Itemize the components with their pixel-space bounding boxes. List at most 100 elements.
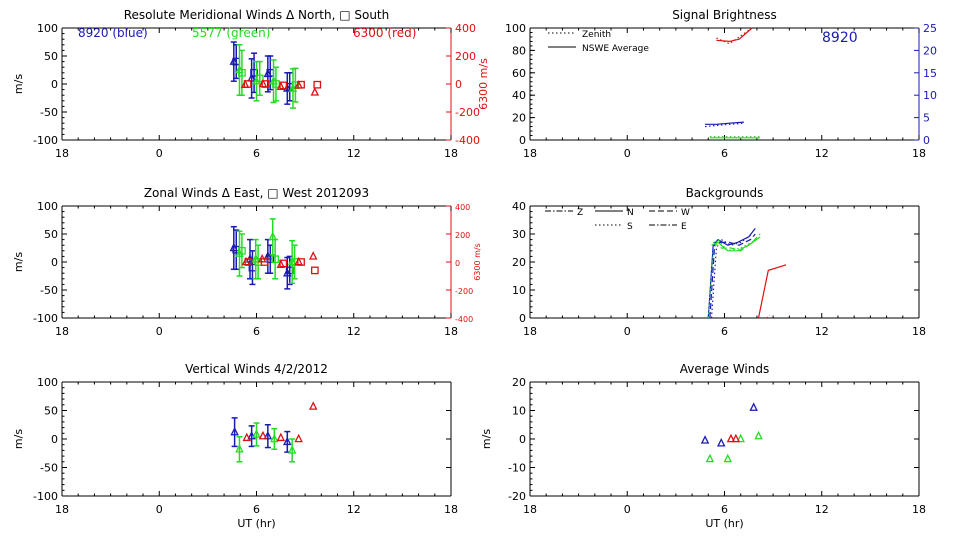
x-tick-label: 0 xyxy=(624,503,631,516)
data-point-red xyxy=(308,401,318,410)
y-tick-label: 100 xyxy=(505,22,526,35)
series-line-blue xyxy=(707,228,756,319)
x-tick-label: 6 xyxy=(721,503,728,516)
data-point-red xyxy=(276,432,286,442)
y2-axis-label: 6300 m/s xyxy=(477,58,490,110)
panel-zonal: Zonal Winds Δ East, □ West 2012093 18 0 6 12… xyxy=(12,186,482,338)
y2-tick-label: 15 xyxy=(923,67,937,80)
x-tick-label: 18 xyxy=(55,503,69,516)
y-tick-label: 100 xyxy=(37,200,58,213)
series-line-blue xyxy=(710,233,753,319)
x-axis-label: UT (hr) xyxy=(237,517,275,530)
chart-title: Vertical Winds 4/2/2012 xyxy=(185,362,328,376)
data-point-blue xyxy=(700,435,710,444)
data-point-red xyxy=(731,433,741,443)
x-tick-label: 6 xyxy=(253,325,260,338)
data-point-green xyxy=(252,429,261,438)
data-point-red xyxy=(297,258,305,266)
y-tick-label: 50 xyxy=(44,228,58,241)
legend-label: Z xyxy=(577,208,583,218)
y-tick-label: -100 xyxy=(33,490,58,503)
panel-meridional: Resolute Meridional Winds Δ North, □ Sou… xyxy=(12,8,490,160)
data-point-green xyxy=(235,248,244,257)
y-axis-label: m/s xyxy=(480,429,493,449)
chart-title: Signal Brightness xyxy=(672,8,777,22)
data-point-red xyxy=(260,258,269,266)
y-tick-label: 50 xyxy=(44,50,58,63)
x-tick-label: 18 xyxy=(523,325,537,338)
data-point-green xyxy=(238,68,246,77)
data-point-green xyxy=(238,246,246,255)
data-point-red xyxy=(243,80,252,88)
data-point-red xyxy=(726,433,736,443)
y-tick-label: 10 xyxy=(512,405,526,418)
data-point-blue xyxy=(229,242,239,252)
data-point-green xyxy=(705,453,715,463)
y-axis-label: m/s xyxy=(12,74,25,94)
x-tick-label: 18 xyxy=(444,503,458,516)
chart-title: Resolute Meridional Winds Δ North, □ Sou… xyxy=(124,8,390,22)
data-point-blue xyxy=(717,438,726,447)
series-line-green xyxy=(712,233,761,252)
data-point-green xyxy=(754,430,763,440)
data-point-red xyxy=(294,433,303,443)
y2-tick-label: 200 xyxy=(455,231,470,240)
y-tick-label: 10 xyxy=(512,284,526,297)
y2-tick-label: 10 xyxy=(923,89,937,102)
legend-label: Zenith xyxy=(582,30,611,40)
x-tick-label: 18 xyxy=(55,147,69,160)
y-tick-label: 100 xyxy=(37,22,58,35)
legend-label: S xyxy=(627,222,633,232)
y2-tick-label: 200 xyxy=(455,50,476,63)
y-tick-label: 20 xyxy=(512,112,526,125)
x-tick-label: 18 xyxy=(444,325,458,338)
x-tick-label: 0 xyxy=(156,147,163,160)
data-point-blue xyxy=(285,266,294,275)
x-tick-label: 0 xyxy=(156,503,163,516)
y2-tick-label: 400 xyxy=(455,203,470,212)
data-point-red xyxy=(258,430,268,440)
y-tick-label: 40 xyxy=(512,200,526,213)
y2-tick-label: 0 xyxy=(923,134,930,147)
x-tick-label: 18 xyxy=(523,147,537,160)
data-point-blue xyxy=(749,402,758,411)
x-tick-label: 18 xyxy=(912,147,926,160)
chart-title: Average Winds xyxy=(680,362,770,376)
y-tick-label: -50 xyxy=(40,106,58,119)
y-tick-label: 80 xyxy=(512,44,526,57)
data-point-blue xyxy=(263,430,273,440)
chart-title: Backgrounds xyxy=(686,186,764,200)
x-tick-label: 12 xyxy=(347,325,361,338)
y-tick-label: -100 xyxy=(33,134,58,147)
data-point-red xyxy=(310,266,319,275)
x-tick-label: 18 xyxy=(444,147,458,160)
data-point-green xyxy=(235,444,244,453)
y-tick-label: 30 xyxy=(512,228,526,241)
x-tick-label: 12 xyxy=(815,503,829,516)
y-tick-label: 0 xyxy=(51,256,58,269)
x-tick-label: 6 xyxy=(253,147,260,160)
y-tick-label: -10 xyxy=(508,462,526,475)
annotation-label: 5577 (green) xyxy=(192,26,270,40)
y-tick-label: 0 xyxy=(51,78,58,91)
x-tick-label: 0 xyxy=(624,325,631,338)
data-point-red xyxy=(310,87,320,96)
data-point-blue xyxy=(230,426,239,436)
data-point-blue xyxy=(283,83,292,92)
annotation-label: 8920 (blue) xyxy=(78,26,148,40)
y2-tick-label: 25 xyxy=(923,22,937,35)
y-tick-label: -50 xyxy=(40,284,58,297)
legend-label: N xyxy=(627,208,634,218)
data-point-red xyxy=(242,432,252,442)
y-tick-label: 20 xyxy=(512,376,526,389)
data-point-red xyxy=(244,258,253,266)
legend-label: W xyxy=(681,208,690,218)
data-point-red xyxy=(308,251,318,260)
legend-label: NSWE Average xyxy=(582,44,649,54)
x-tick-label: 12 xyxy=(815,325,829,338)
series-line-red xyxy=(766,314,771,319)
y-tick-label: 50 xyxy=(44,405,58,418)
series-line-red xyxy=(716,27,753,45)
y2-tick-label: 0 xyxy=(455,78,462,91)
